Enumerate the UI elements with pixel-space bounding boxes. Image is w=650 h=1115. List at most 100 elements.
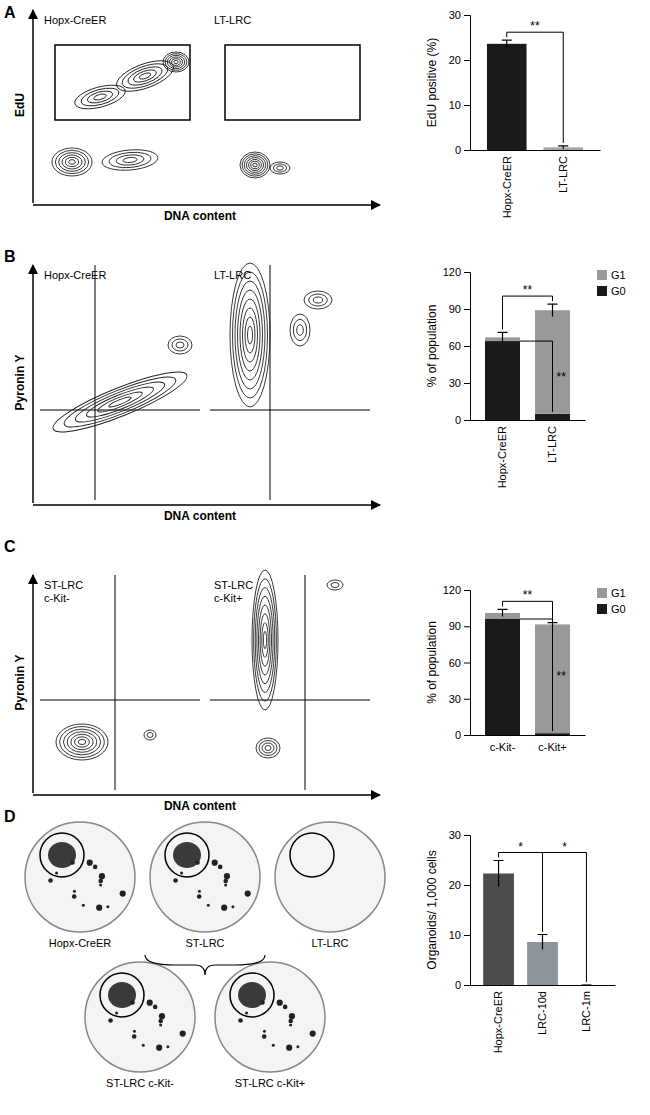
flow-plot: Hopx-CreER [44,14,190,176]
significance-bracket [507,32,564,143]
organoid-dot [245,1012,248,1015]
contour-line [244,156,265,175]
organoid-dot [277,1000,283,1006]
significance-bracket [503,601,553,619]
contour-line [293,319,306,340]
organoid-dot [159,1013,165,1019]
tick-label: 120 [443,584,461,596]
significance-label: ** [557,669,567,683]
legend-swatch [597,604,607,614]
axis-line [464,16,471,151]
axis-arrow [33,794,380,796]
plot-label-line: c-Kit+ [214,592,242,604]
tick-mark [464,735,470,736]
tick-mark [464,935,470,936]
contour-line [260,614,270,667]
plot-label-line: Hopx-CreER [44,14,106,26]
contour-line [259,605,272,675]
tick-mark [464,60,470,61]
tick-label: 0 [455,414,461,426]
tick-label: 30 [449,377,461,389]
tick-label: LT-LRC [546,426,558,463]
zoom-circle [290,833,334,877]
axis-title: % of population [425,621,439,704]
tick: 30 [449,377,470,389]
organoid-dot [106,905,109,908]
significance-label: ** [530,19,540,33]
zoom-circle [165,833,209,877]
contour-line [108,151,151,170]
contour-line [235,281,265,389]
organoid-dot [93,865,98,870]
contour-line [147,733,153,738]
tick: c-Kit- [490,735,516,753]
contour-line [101,148,159,173]
contour-line [67,732,97,753]
contour-line [123,157,137,163]
error-bar [498,609,508,616]
bar-segment [535,414,570,420]
quadrant-line [115,575,116,790]
contour-line [249,159,262,170]
gate [55,45,190,120]
organoid-dot [231,905,234,908]
tick: 120 [443,584,470,596]
flow-plots: Hopx-CreERLT-LRCPyronin YDNA content [13,263,380,523]
contour-line [56,724,108,760]
tick-mark [464,663,470,664]
error-bar [581,984,591,985]
axis-title: Pyronin Y [13,655,27,711]
organoid [108,982,136,1008]
x-axis: Hopx-CreERLRC-10dLRC-1m [471,985,616,1053]
tick: 90 [449,620,470,632]
significance-bracket [543,853,587,983]
tick-mark [464,346,470,347]
image-label: LT-LRC [311,937,348,949]
contour-line [253,163,257,167]
tick: 10 [449,929,470,941]
legend-label: G0 [611,603,626,615]
axis-title: Organoids/ 1,000 cells [425,850,439,969]
organoid-dot [296,1045,299,1048]
axis-line [471,735,586,736]
organoid-dot [286,1045,292,1051]
organoid-dot [132,1034,137,1039]
quadrant-line [210,410,370,411]
contour-line [167,55,184,68]
plot-label-line: c-Kit- [44,592,70,604]
tick-mark [464,383,470,384]
contour-line [255,588,275,693]
bar [483,874,514,986]
tick-label: 10 [449,99,461,111]
y-axis: 0102030 [449,9,471,156]
significance-bracket [503,296,553,329]
axis-line [471,150,601,151]
quadrant-line [210,700,370,701]
organoid-dot [82,904,85,907]
flow-plot: ST-LRCc-Kit- [40,575,200,790]
axis-title: DNA content [164,799,236,813]
legend-label: G1 [611,587,626,599]
organoid-dot [289,1024,292,1027]
contour-line [72,81,127,114]
contour-line [62,155,82,169]
y-axis: 0306090120 [443,266,471,426]
contour-line [230,263,270,407]
axis-title: DNA content [164,509,236,523]
plot-label-line: Hopx-CreER [44,269,106,281]
contour-line [176,342,184,348]
significance-label: ** [523,588,533,602]
annotations: ** [507,19,564,143]
legend-label: G0 [611,285,626,297]
contour-line [331,583,339,588]
tick-label: c-Kit+ [538,741,566,753]
zoom-circle [230,973,274,1017]
bar-chart: 0102030Hopx-CreERLRC-10dLRC-1mOrganoids/… [425,829,616,1053]
significance-bracket [520,619,553,731]
axis-line [464,591,471,736]
significance-bracket [520,341,553,412]
tick-mark [464,309,470,310]
bar [487,44,527,150]
panel-letter: B [4,248,16,265]
zoom-circle [100,973,144,1017]
